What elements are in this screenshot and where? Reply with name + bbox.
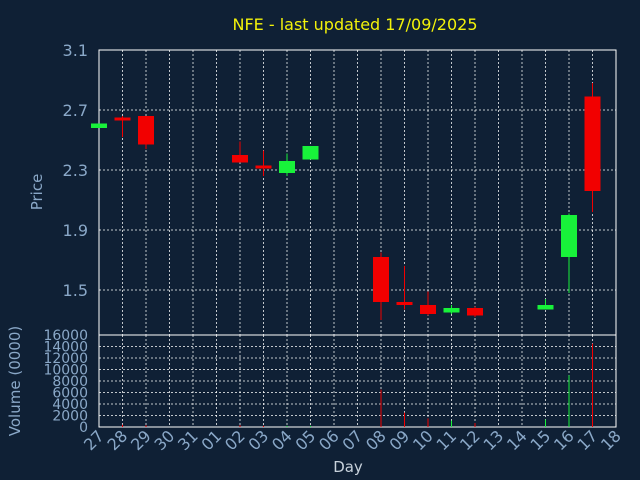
candle-body-15: [537, 305, 554, 310]
volume-tick-label: 16000: [43, 328, 88, 344]
volume-tick-label: 6000: [52, 386, 88, 402]
price-tick-label: 1.9: [63, 221, 88, 240]
candle-body-05: [302, 146, 319, 160]
candle-body-28: [114, 117, 131, 121]
volume-tick-label: 4000: [52, 397, 88, 413]
x-axis-label: Day: [333, 458, 363, 476]
y-axis-label: Price: [28, 174, 46, 211]
candle-body-08: [373, 257, 389, 302]
volume-tick-label: 0: [79, 420, 88, 436]
chart-title: NFE - last updated 17/09/2025: [232, 15, 477, 34]
price-tick-label: 2.3: [63, 161, 88, 180]
candle-body-03: [255, 165, 272, 169]
price-tick-label: 1.5: [63, 281, 88, 300]
volume-tick-label: 10000: [43, 363, 88, 379]
volume-bars: [122, 343, 593, 427]
volume-tick-label: 8000: [52, 374, 88, 390]
price-tick-label: 2.7: [63, 101, 88, 120]
candle-body-27: [91, 123, 107, 128]
volume-plot-frame: [98, 334, 617, 428]
x-tick-label: 18: [597, 426, 625, 454]
candle-body-17: [584, 96, 601, 191]
x-tick-labels: 2728293031010203040506070809101112131415…: [80, 426, 625, 454]
volume-tick-label: 2000: [52, 409, 88, 425]
price-tick-labels: 3.1 2.7 2.3 1.9 1.5: [63, 41, 88, 300]
candle-body-04: [279, 161, 295, 173]
candle-body-02: [232, 155, 248, 163]
volume-tick-label: 14000: [43, 340, 88, 356]
volume-gridlines: [99, 335, 616, 427]
candle-body-09: [396, 302, 413, 305]
price-tick-label: 3.1: [63, 41, 88, 60]
candle-body-11: [443, 308, 460, 313]
volume-axis-label: Volume (0000): [6, 326, 24, 436]
candle-body-12: [467, 308, 483, 316]
candle-body-29: [138, 116, 154, 145]
candle-body-16: [561, 215, 577, 257]
price-gridlines: [99, 49, 616, 335]
candle-body-10: [420, 305, 436, 314]
candles: [91, 83, 601, 320]
price-plot-frame: [98, 49, 617, 336]
volume-tick-label: 12000: [43, 351, 88, 367]
